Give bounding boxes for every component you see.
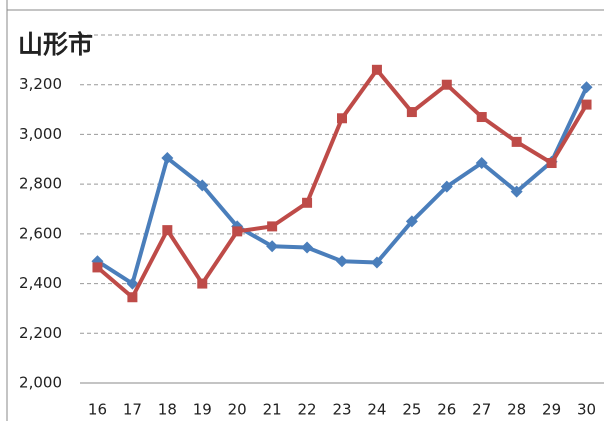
marker <box>197 278 208 289</box>
marker <box>581 99 592 110</box>
x-tick-label: 17 <box>123 401 142 419</box>
x-tick-label: 28 <box>507 401 526 419</box>
marker <box>126 277 139 290</box>
x-tick-label: 30 <box>577 401 596 419</box>
marker <box>476 112 487 123</box>
marker <box>267 221 278 232</box>
marker <box>546 158 557 169</box>
chart-title: 山形市 <box>18 30 93 59</box>
x-tick-label: 18 <box>158 401 177 419</box>
marker <box>162 225 173 236</box>
y-tick-label: 2,800 <box>19 175 62 193</box>
x-tick-label: 23 <box>332 401 351 419</box>
y-tick-label: 3,000 <box>19 125 62 143</box>
y-tick-label: 2,000 <box>19 374 62 392</box>
x-tick-label: 27 <box>472 401 491 419</box>
y-tick-label: 2,200 <box>19 324 62 342</box>
x-tick-label: 25 <box>402 401 421 419</box>
marker <box>370 256 383 269</box>
x-tick-label: 20 <box>228 401 247 419</box>
marker <box>92 262 103 273</box>
y-tick-label: 2,400 <box>19 274 62 292</box>
marker <box>302 197 313 208</box>
x-tick-label: 24 <box>367 401 386 419</box>
x-tick-label: 26 <box>437 401 456 419</box>
marker <box>371 64 382 75</box>
marker <box>475 157 488 170</box>
marker <box>405 215 418 228</box>
marker <box>580 81 593 94</box>
marker <box>232 226 243 237</box>
x-tick-label: 16 <box>88 401 107 419</box>
marker <box>440 180 453 193</box>
y-tick-label: 3,200 <box>19 75 62 93</box>
marker <box>127 292 138 303</box>
marker <box>336 255 348 268</box>
marker <box>301 241 314 254</box>
marker <box>406 107 417 118</box>
x-tick-label: 19 <box>193 401 212 419</box>
x-tick-label: 21 <box>263 401 282 419</box>
marker <box>196 179 209 192</box>
x-tick-label: 29 <box>542 401 561 419</box>
marker <box>266 240 279 253</box>
marker <box>510 185 523 198</box>
marker <box>161 152 174 165</box>
y-tick-label: 2,600 <box>19 224 62 242</box>
marker <box>441 79 452 90</box>
marker <box>337 113 347 124</box>
marker <box>511 136 522 147</box>
x-tick-label: 22 <box>298 401 317 419</box>
